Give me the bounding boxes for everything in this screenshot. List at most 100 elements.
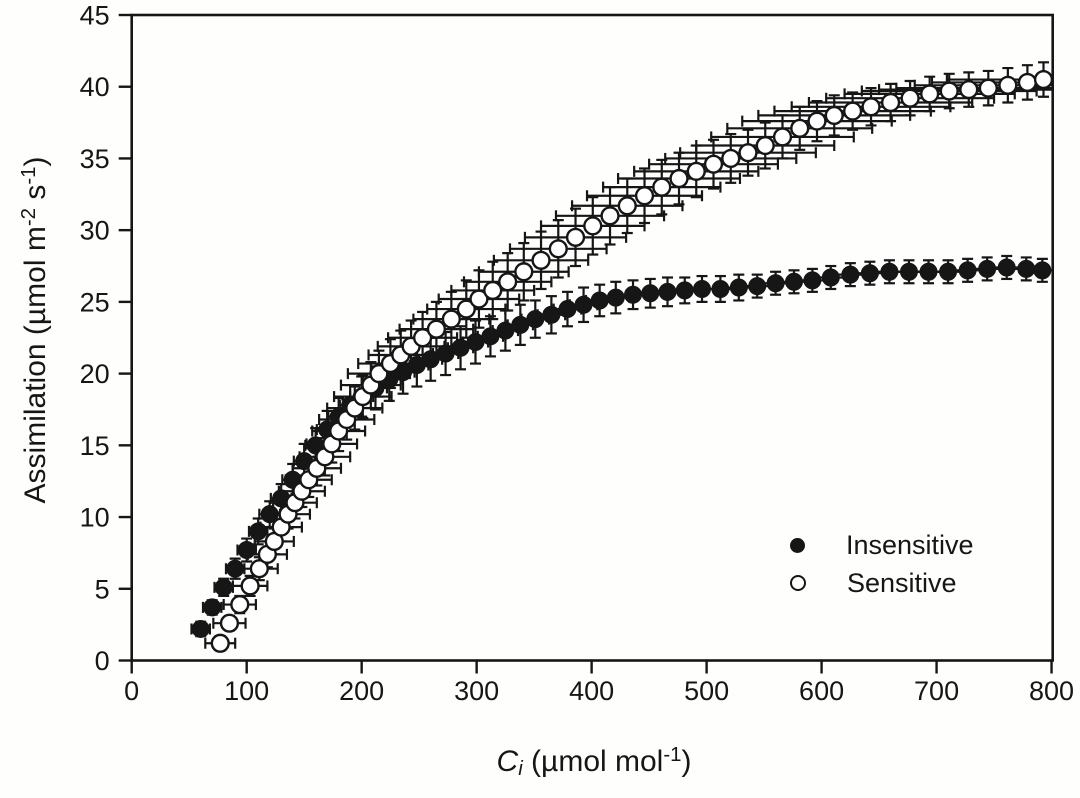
open-circle-marker [240,576,260,596]
filled-circle-marker [451,338,470,357]
filled-circle-marker [203,598,222,617]
open-circle-marker [565,227,586,247]
filled-circle-marker [574,295,593,314]
filled-circle-marker [511,315,530,334]
x-tick-label: 700 [914,676,959,706]
filled-circle-marker [226,559,245,578]
series-sensitive-points [210,69,1054,653]
filled-circle-marker [860,264,879,283]
filled-circle-marker [675,281,694,300]
open-circle-marker [230,594,250,615]
open-circle-marker [959,79,979,100]
filled-circle-marker [606,288,625,307]
filled-circle-marker [919,262,938,281]
filled-circle-marker [821,268,840,287]
filled-circle-marker [766,274,785,293]
open-circle-marker [413,328,433,348]
filled-circle-marker [958,261,977,280]
filled-circle-marker [191,619,210,638]
filled-circle-marker [214,578,233,597]
x-tick-label: 0 [124,676,139,706]
filled-circle-marker [803,271,822,290]
open-circle-marker [634,186,655,206]
open-circle-marker [755,135,775,156]
legend-item-sensitive: Sensitive [782,564,974,602]
open-circle-marker [721,148,741,169]
open-circle-marker [900,88,920,108]
open-circle-marker [426,319,447,339]
filled-circle-marker [641,284,660,303]
x-tick-label: 300 [454,676,499,706]
filled-circle-marker [784,272,803,291]
filled-circle-marker [880,262,899,281]
filled-circle-marker [1017,259,1036,278]
filled-circle-marker [939,262,958,281]
y-axis-title: Assimilation (µmol m-2 s-1) [17,156,52,504]
filled-circle-marker [841,265,860,284]
y-tick-label: 15 [80,431,110,461]
open-circle-marker [548,239,568,259]
filled-circle-marker [237,541,256,560]
filled-circle-marker [421,350,440,369]
filled-circle-marker [466,333,485,352]
y-tick-label: 40 [80,72,110,102]
filled-circle-marker [711,279,730,298]
filled-circle-marker [436,344,455,363]
filled-circle-marker [624,285,643,304]
open-circle-marker [703,154,724,174]
open-circle-marker-icon [790,575,806,591]
filled-circle-marker [542,305,561,324]
x-tick-label: 400 [569,676,614,706]
filled-circle-marker [526,310,545,329]
open-circle-marker [531,250,551,270]
open-circle-marker [824,105,844,126]
open-circle-marker [469,289,489,309]
open-circle-marker [249,559,269,579]
x-tick-label: 500 [684,676,729,706]
open-circle-marker [978,78,998,98]
legend-label-sensitive: Sensitive [847,567,957,598]
open-circle-marker [807,111,827,131]
filled-circle-marker [658,282,677,301]
open-circle-marker [498,272,518,292]
filled-circle-marker [260,505,279,524]
filled-circle-marker-icon [790,537,805,553]
y-tick-label: 35 [80,144,110,174]
open-circle-marker [843,101,863,121]
open-circle-marker [617,196,637,216]
open-circle-marker [583,216,603,236]
filled-circle-marker [496,321,515,340]
x-tick-label: 200 [339,676,384,706]
y-tick-label: 25 [80,287,110,317]
y-tick-label: 5 [95,574,110,604]
filled-circle-marker [748,277,767,296]
open-circle-marker [861,97,881,117]
y-tick-label: 10 [80,503,110,533]
open-circle-marker [652,177,672,197]
open-circle-marker [772,127,793,147]
filled-circle-marker [978,259,997,278]
open-circle-marker [514,262,534,282]
open-circle-marker [686,161,706,181]
open-circle-marker [483,280,503,301]
open-circle-marker [880,92,901,113]
x-tick-label: 100 [224,676,269,706]
x-axis-title: Ci (µmol mol-1) [496,743,692,781]
y-tick-label: 45 [80,1,110,31]
filled-circle-marker [558,300,577,319]
filled-circle-marker [1033,261,1052,280]
open-circle-marker [600,206,620,226]
open-circle-marker [669,168,689,189]
y-tick-label: 0 [95,646,110,676]
axis-tick-labels: 0 100 200 300 400 500 600 700 800 0 5 10 15 20 25 30 35 4… [80,1,1074,707]
open-circle-marker [1017,72,1038,93]
open-circle-marker [790,118,810,138]
filled-circle-marker [693,279,712,298]
open-circle-marker [441,309,461,329]
open-circle-marker [738,143,758,163]
open-circle-marker [456,299,476,319]
axis-ticks [118,13,1053,674]
legend-label-insensitive: Insensitive [846,529,974,560]
